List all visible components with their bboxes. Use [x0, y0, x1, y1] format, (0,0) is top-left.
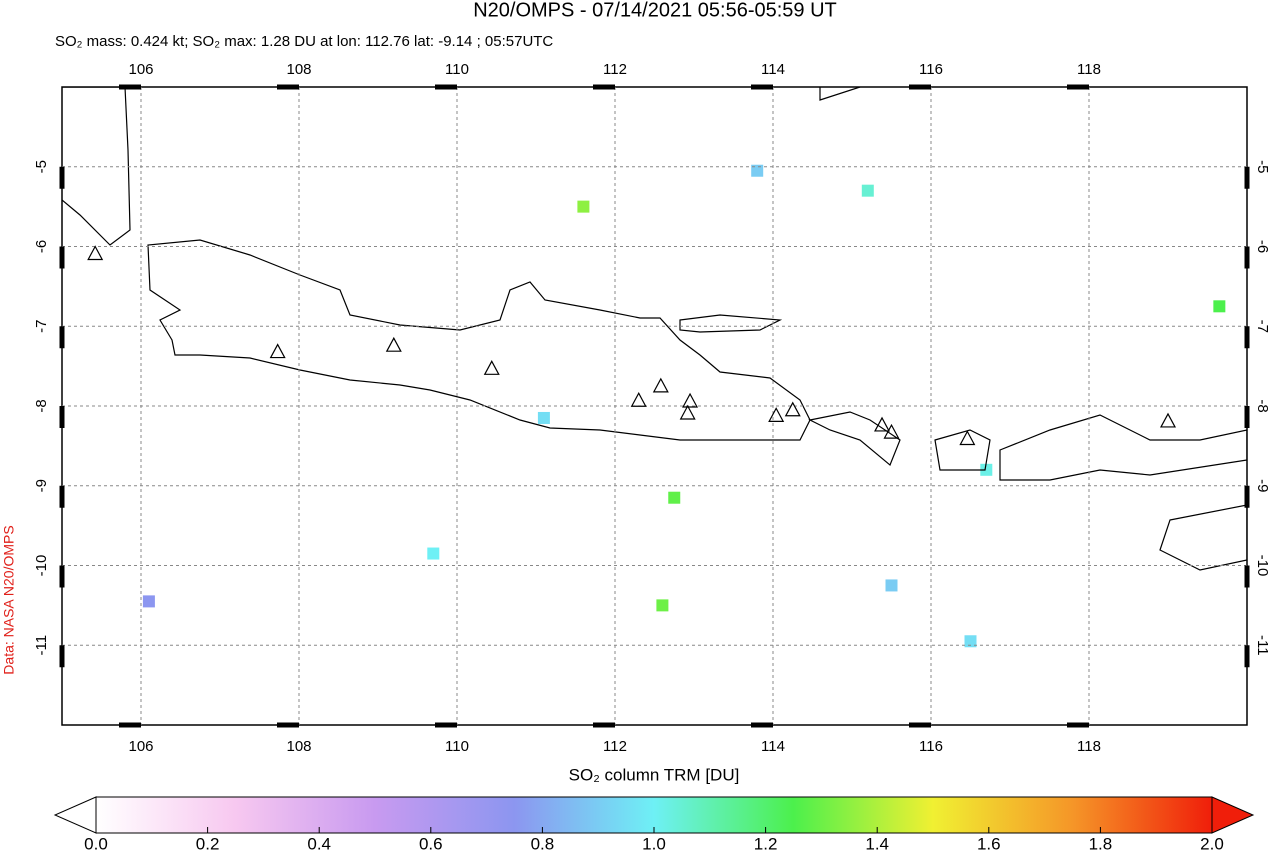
so2-cell: [427, 547, 440, 560]
volcano-marker: [883, 423, 900, 439]
colorbar-tick-label: 1.8: [1089, 834, 1113, 853]
colorbar-min-arrow: [53, 796, 97, 834]
y-tick-label: -7: [33, 320, 50, 333]
so2-cell: [964, 635, 977, 648]
y-tick-label: -6: [1254, 240, 1271, 253]
x-tick-label: 110: [445, 738, 469, 755]
x-tick-label: 112: [603, 61, 627, 78]
colorbar-tick-label: 1.0: [642, 834, 666, 853]
credit: Data: NASA N20/OMPS: [1, 525, 17, 674]
y-tick-label: -8: [1254, 399, 1271, 412]
x-tick-label: 110: [445, 61, 469, 78]
x-tick-label: 118: [1077, 61, 1101, 78]
so2-cell: [1213, 300, 1226, 313]
y-tick-label: -5: [1254, 160, 1271, 173]
y-tick-label: -6: [33, 240, 50, 253]
so2-cell: [861, 184, 874, 197]
x-tick-label: 116: [919, 61, 943, 78]
so2-cell: [537, 411, 550, 424]
x-tick-label: 114: [761, 738, 785, 755]
y-tick-label: -11: [33, 635, 50, 656]
title: N20/OMPS - 07/14/2021 05:56-05:59 UT: [473, 0, 837, 21]
volcano-marker: [768, 407, 785, 422]
y-tick-label: -5: [33, 160, 50, 173]
x-tick-label: 116: [919, 738, 943, 755]
volcano-marker: [269, 343, 286, 359]
y-tick-label: -10: [33, 555, 50, 577]
so2-cell: [577, 200, 590, 213]
colorbar-tick-label: 1.2: [754, 834, 778, 853]
volcano-marker: [682, 392, 699, 408]
so2-cell: [980, 463, 993, 476]
x-tick-label: 106: [128, 61, 153, 78]
y-tick-label: -8: [33, 399, 50, 412]
colorbar-tick-label: 0.0: [84, 834, 108, 853]
volcano-marker: [784, 401, 801, 417]
volcano-marker: [87, 245, 104, 261]
x-tick-label: 118: [1077, 738, 1101, 755]
volcano-marker: [1159, 412, 1177, 428]
x-tick-label: 112: [603, 738, 627, 755]
y-tick-label: -11: [1254, 635, 1271, 656]
volcano-marker: [874, 416, 891, 432]
so2-cell: [142, 595, 155, 608]
volcano-marker: [630, 391, 647, 407]
x-tick-label: 108: [286, 61, 311, 78]
volcano-marker: [959, 430, 976, 446]
volcano-marker: [385, 336, 402, 352]
colorbar-max-arrow: [1211, 796, 1255, 834]
colorbar-label: SO₂ column TRM [DU]: [569, 765, 740, 784]
y-tick-label: -9: [33, 479, 50, 492]
map-frame: [61, 86, 1248, 726]
y-tick-label: -9: [1254, 479, 1271, 492]
volcano-marker: [652, 377, 669, 393]
so2-cell: [656, 599, 669, 612]
y-tick-label: -7: [1254, 320, 1271, 333]
volcano-marker: [483, 360, 500, 375]
x-tick-label: 106: [128, 738, 153, 755]
subtitle: SO₂ mass: 0.424 kt; SO₂ max: 1.28 DU at …: [55, 33, 553, 50]
x-tick-label: 108: [286, 738, 311, 755]
y-tick-label: -10: [1254, 555, 1271, 577]
so2-cell: [668, 491, 681, 504]
colorbar-tick-label: 1.4: [865, 834, 889, 853]
colorbar-tick-label: 0.2: [196, 834, 220, 853]
colorbar-tick-label: 1.6: [977, 834, 1001, 853]
map-layer: [142, 164, 1226, 648]
colorbar-tick-label: 2.0: [1200, 834, 1224, 853]
colorbar-tick-label: 0.6: [419, 834, 443, 853]
colorbar-tick-label: 0.8: [531, 834, 555, 853]
so2-cell: [885, 579, 898, 592]
x-tick-label: 114: [761, 61, 785, 78]
volcano-marker: [679, 404, 696, 420]
coastlines: [62, 87, 1247, 571]
colorbar-tick-label: 0.4: [307, 834, 331, 853]
so2-cell: [751, 164, 764, 177]
